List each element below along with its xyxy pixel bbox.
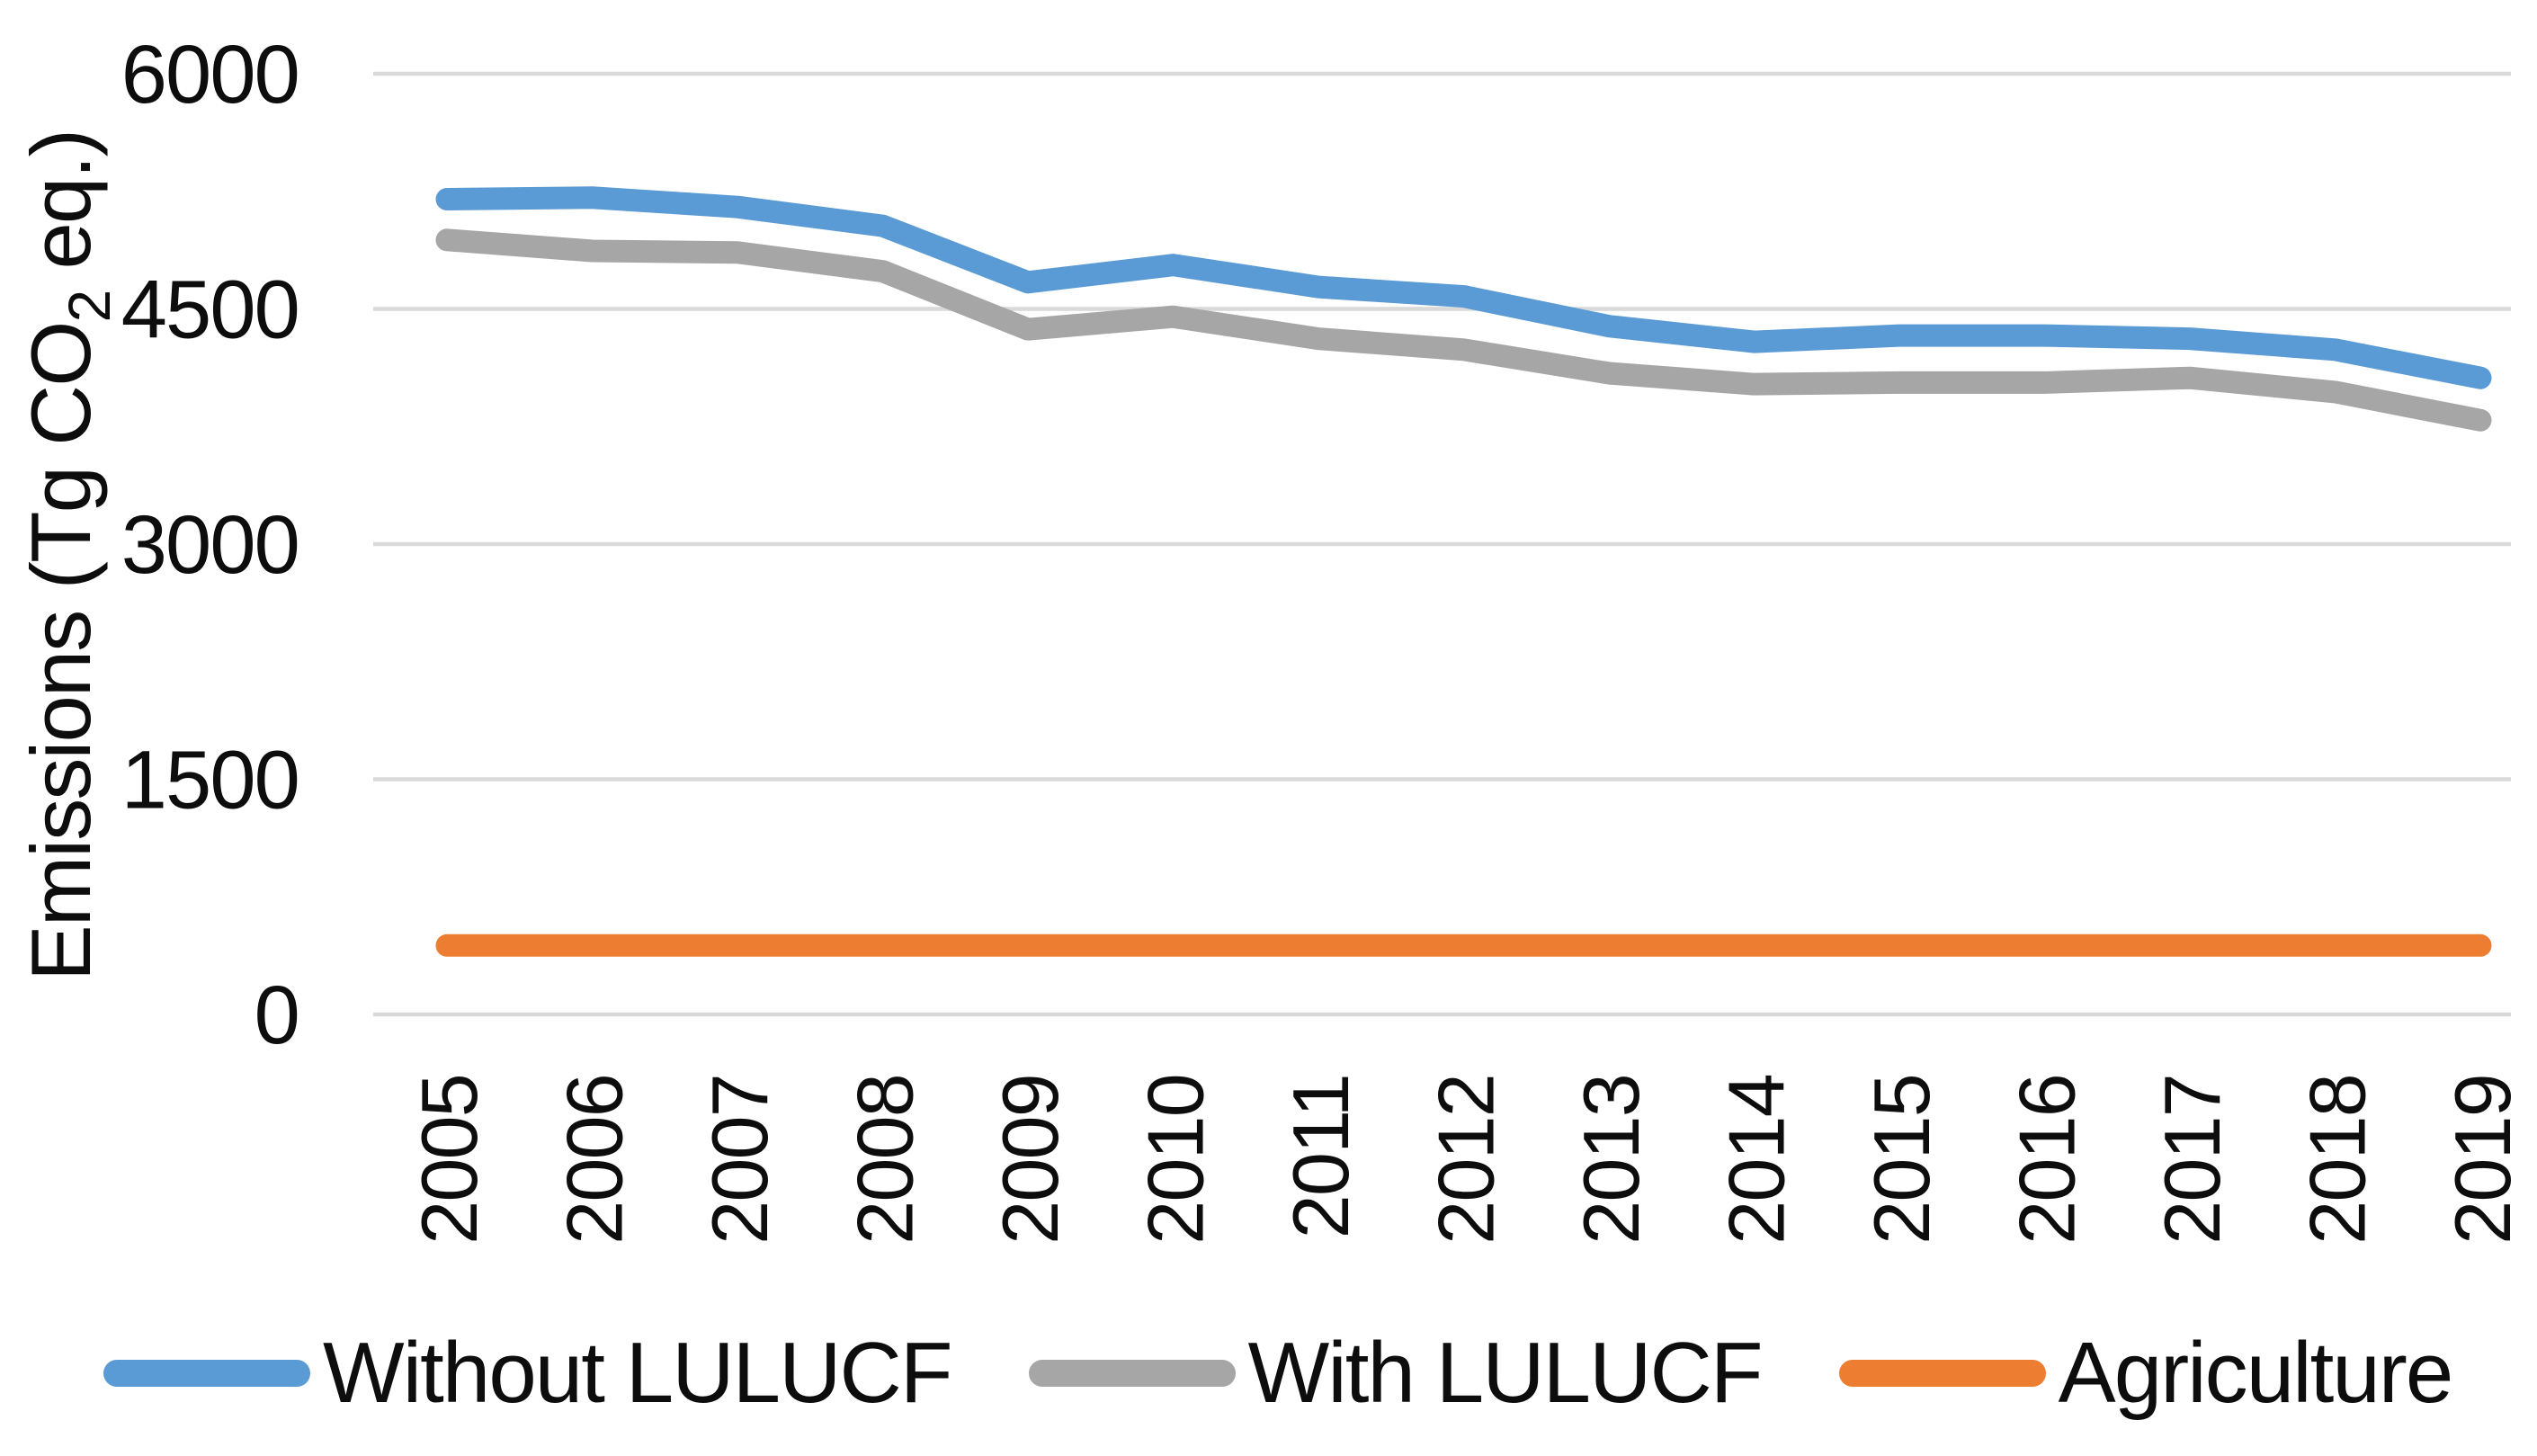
x-tick-label-2013: 2013 [1567, 1075, 1656, 1245]
x-tick-label-2019: 2019 [2438, 1075, 2527, 1245]
legend-item-with-lulucf: With LULUCF [1028, 1324, 1764, 1423]
y-axis-title: Emissions (Tg CO2 eq.) [13, 130, 122, 981]
without-lulucf-line-sample-icon [103, 1360, 310, 1387]
x-tick-label-2017: 2017 [2148, 1075, 2237, 1245]
x-axis-year-labels: 2005 2006 2007 2008 2009 2010 2011 2012 2013 2014… [405, 1075, 2527, 1245]
x-tick-label-2009: 2009 [986, 1075, 1075, 1245]
x-tick-label-2015: 2015 [1857, 1075, 1946, 1245]
x-tick-label-2016: 2016 [2003, 1075, 2092, 1245]
gridlines-group [373, 71, 2511, 1017]
legend-item-agriculture: Agriculture [1838, 1324, 2454, 1423]
with-lulucf-line [435, 228, 2492, 432]
y-axis-tick-labels: 0 1500 3000 4500 6000 [121, 29, 300, 1061]
x-tick-label-2005: 2005 [405, 1075, 494, 1245]
agriculture-line-sample-icon [1838, 1360, 2046, 1387]
legend-label-without-lulucf: Without LULUCF [323, 1325, 953, 1421]
x-tick-label-2008: 2008 [841, 1075, 930, 1245]
y-tick-label-3000: 3000 [121, 499, 299, 591]
x-tick-label-2018: 2018 [2293, 1075, 2382, 1245]
x-tick-label-2006: 2006 [550, 1075, 639, 1245]
x-tick-label-2014: 2014 [1712, 1075, 1801, 1245]
x-tick-label-2010: 2010 [1131, 1075, 1220, 1245]
legend-label-with-lulucf: With LULUCF [1247, 1325, 1764, 1421]
x-tick-label-2007: 2007 [695, 1075, 784, 1245]
x-tick-label-2011: 2011 [1276, 1075, 1365, 1238]
y-tick-label-6000: 6000 [121, 29, 299, 121]
chart-legend: Without LULUCF With LULUCF Agriculture [103, 1315, 2454, 1432]
legend-label-agriculture: Agriculture [2058, 1325, 2454, 1421]
y-tick-label-0: 0 [255, 969, 299, 1061]
series-lines-group [435, 186, 2492, 957]
y-tick-label-4500: 4500 [121, 264, 299, 356]
y-tick-label-1500: 1500 [121, 735, 299, 826]
with-lulucf-line-sample-icon [1028, 1360, 1236, 1387]
without-lulucf-line [435, 186, 2492, 389]
x-tick-label-2012: 2012 [1422, 1075, 1511, 1245]
legend-item-without-lulucf: Without LULUCF [103, 1324, 953, 1423]
